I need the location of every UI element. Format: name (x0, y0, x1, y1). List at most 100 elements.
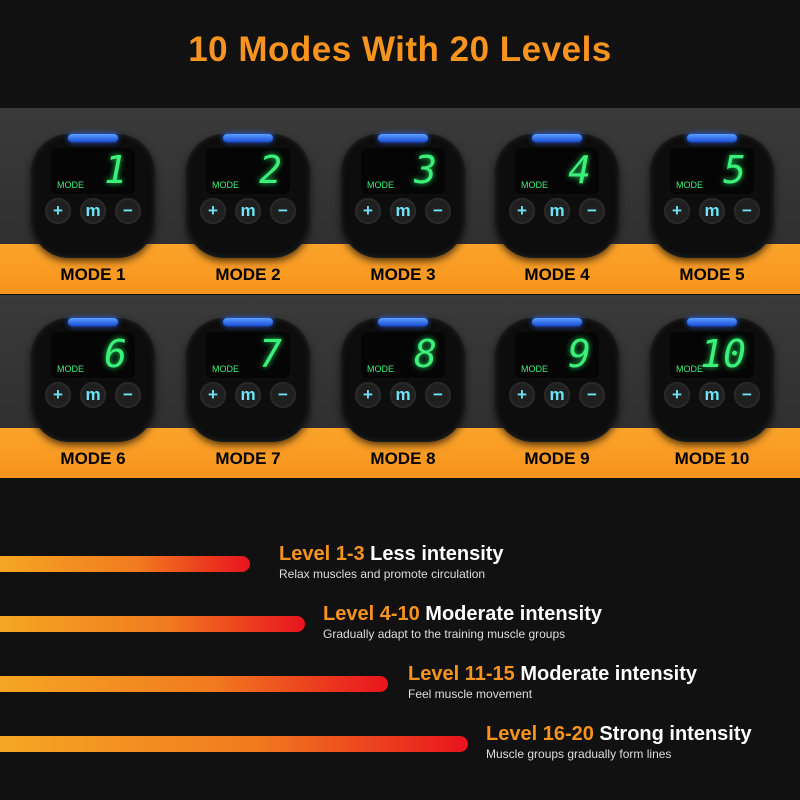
intensity-bar (0, 736, 468, 752)
mode-digit: 8 (414, 332, 437, 376)
mode-button: m (235, 198, 261, 224)
plus-button: + (664, 198, 690, 224)
minus-button: − (115, 198, 141, 224)
level-description: Level 4-10 Moderate intensity Gradually … (323, 603, 602, 641)
mode-digit: 5 (723, 148, 746, 192)
mode-label: MODE 8 (370, 449, 436, 468)
level-intensity: Moderate intensity (520, 663, 698, 685)
level-range: Level 4-10 (323, 603, 420, 625)
minus-button: − (270, 198, 296, 224)
blue-led-indicator (532, 134, 582, 142)
mode-button: m (544, 382, 570, 408)
level-range: Level 11-15 (408, 663, 515, 685)
mode-label: MODE 10 (674, 449, 750, 468)
plus-button: + (45, 382, 71, 408)
stimulator-device: 6 MODE + m − (31, 318, 155, 442)
mode-button: m (80, 382, 106, 408)
level-heading: Level 16-20 Strong intensity (486, 723, 752, 746)
level-description: Level 1-3 Less intensity Relax muscles a… (279, 543, 504, 581)
blue-led-indicator (223, 318, 273, 326)
mode-digit: 9 (568, 332, 591, 376)
level-heading: Level 11-15 Moderate intensity (408, 663, 697, 686)
mode-digit: 3 (414, 148, 437, 192)
intensity-bar (0, 676, 388, 692)
lcd-screen: 2 MODE (206, 148, 290, 194)
lcd-screen: 7 MODE (206, 332, 290, 378)
stimulator-device: 10 MODE + m − (650, 318, 774, 442)
level-heading: Level 4-10 Moderate intensity (323, 603, 602, 626)
blue-led-indicator (687, 318, 737, 326)
mode-button: m (390, 382, 416, 408)
mode-button: m (390, 198, 416, 224)
device-buttons: + m − (355, 382, 451, 408)
plus-button: + (355, 198, 381, 224)
mode-digit: 4 (568, 148, 591, 192)
device-buttons: + m − (200, 382, 296, 408)
mode-label: MODE 1 (60, 265, 126, 284)
level-intensity: Less intensity (370, 543, 504, 565)
screen-mode-label: MODE (212, 364, 239, 374)
level-range: Level 1-3 (279, 543, 365, 565)
plus-button: + (509, 382, 535, 408)
mode-label: MODE 4 (524, 265, 590, 284)
device-buttons: + m − (200, 198, 296, 224)
device-buttons: + m − (355, 198, 451, 224)
lcd-screen: 5 MODE (670, 148, 754, 194)
stimulator-device: 2 MODE + m − (186, 134, 310, 258)
screen-mode-label: MODE (676, 364, 703, 374)
device-buttons: + m − (509, 382, 605, 408)
lcd-screen: 6 MODE (51, 332, 135, 378)
mode-button: m (544, 198, 570, 224)
minus-button: − (270, 382, 296, 408)
minus-button: − (425, 198, 451, 224)
device-buttons: + m − (45, 198, 141, 224)
lcd-screen: 4 MODE (515, 148, 599, 194)
minus-button: − (579, 198, 605, 224)
screen-mode-label: MODE (57, 180, 84, 190)
level-detail: Muscle groups gradually form lines (486, 747, 672, 761)
mode-label: MODE 5 (679, 265, 745, 284)
mode-digit: 7 (259, 332, 282, 376)
intensity-bar (0, 616, 305, 632)
plus-button: + (355, 382, 381, 408)
stimulator-device: 4 MODE + m − (495, 134, 619, 258)
stimulator-device: 5 MODE + m − (650, 134, 774, 258)
level-detail: Feel muscle movement (408, 687, 533, 701)
screen-mode-label: MODE (521, 364, 548, 374)
minus-button: − (115, 382, 141, 408)
level-description: Level 16-20 Strong intensity Muscle grou… (486, 723, 752, 761)
level-description: Level 11-15 Moderate intensity Feel musc… (408, 663, 697, 701)
mode-digit: 1 (104, 148, 127, 192)
minus-button: − (425, 382, 451, 408)
level-detail: Relax muscles and promote circulation (279, 567, 486, 581)
blue-led-indicator (68, 318, 118, 326)
screen-mode-label: MODE (521, 180, 548, 190)
mode-label: MODE 3 (370, 265, 436, 284)
plus-button: + (200, 198, 226, 224)
stimulator-device: 3 MODE + m − (341, 134, 465, 258)
mode-button: m (699, 198, 725, 224)
level-heading: Level 1-3 Less intensity (279, 543, 504, 566)
device-buttons: + m − (45, 382, 141, 408)
stimulator-device: 9 MODE + m − (495, 318, 619, 442)
plus-button: + (200, 382, 226, 408)
mode-digit: 10 (700, 332, 746, 376)
blue-led-indicator (532, 318, 582, 326)
mode-digit: 6 (104, 332, 127, 376)
mode-label: MODE 9 (524, 449, 590, 468)
lcd-screen: 3 MODE (361, 148, 445, 194)
plus-button: + (664, 382, 690, 408)
blue-led-indicator (223, 134, 273, 142)
screen-mode-label: MODE (57, 364, 84, 374)
device-buttons: + m − (664, 382, 760, 408)
plus-button: + (45, 198, 71, 224)
lcd-screen: 8 MODE (361, 332, 445, 378)
mode-label: MODE 6 (60, 449, 126, 468)
mode-button: m (699, 382, 725, 408)
mode-label: MODE 7 (215, 449, 281, 468)
stimulator-device: 7 MODE + m − (186, 318, 310, 442)
device-buttons: + m − (509, 198, 605, 224)
level-intensity: Moderate intensity (425, 603, 602, 625)
device-buttons: + m − (664, 198, 760, 224)
minus-button: − (734, 198, 760, 224)
